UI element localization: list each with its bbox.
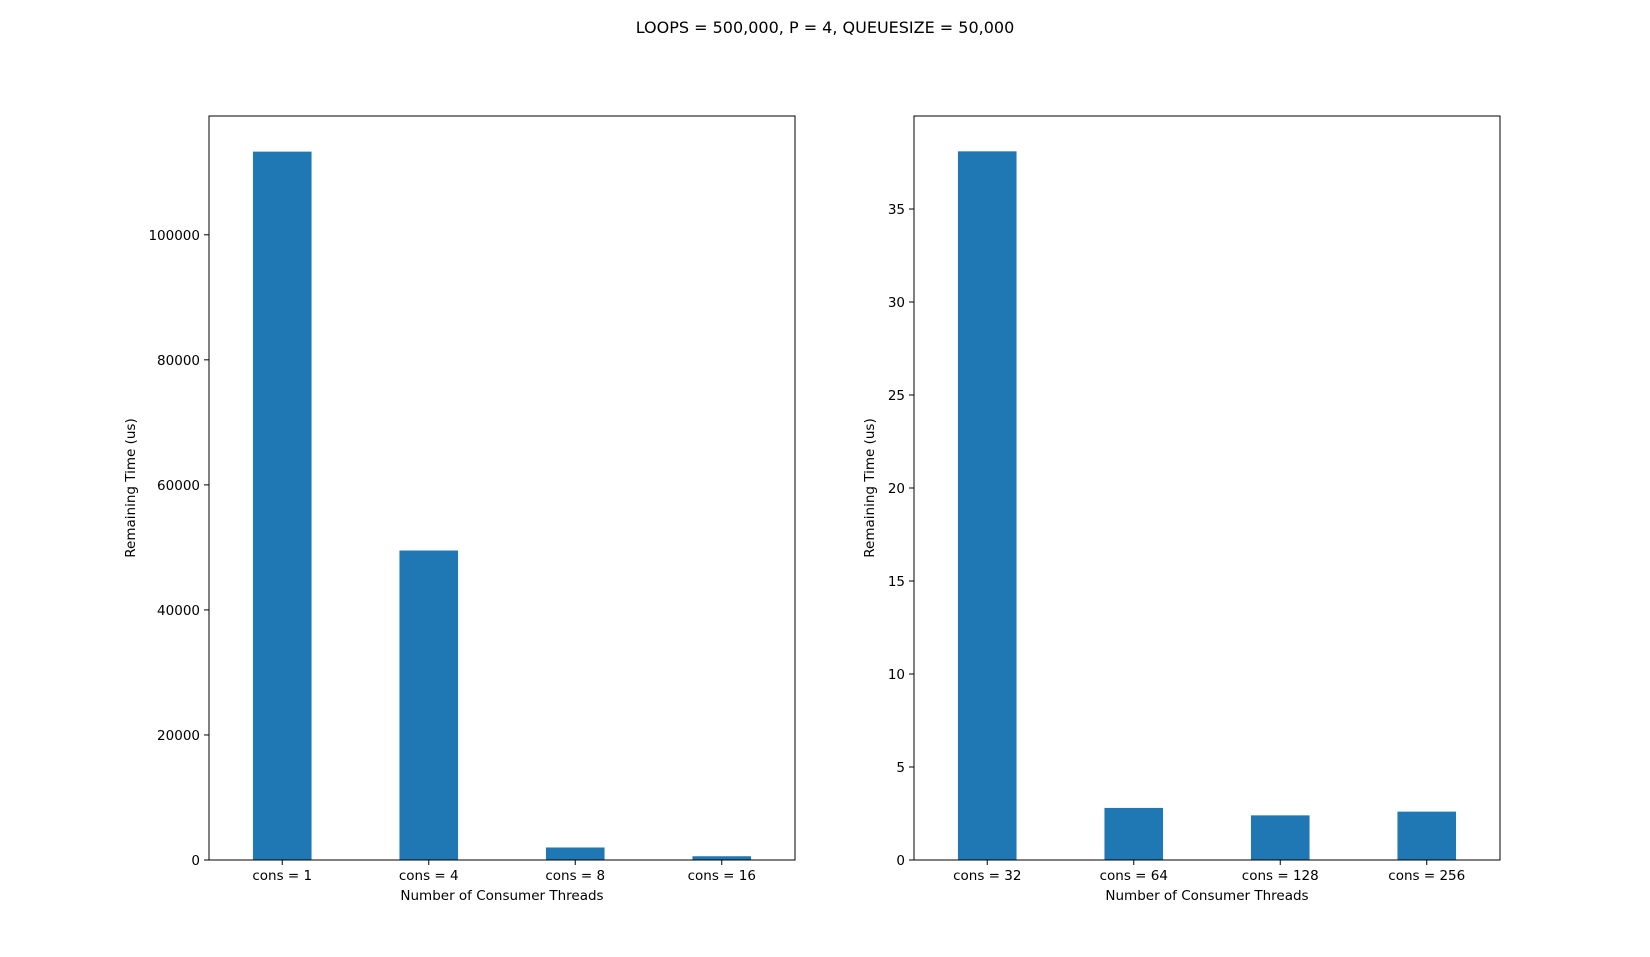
- bar: [1397, 811, 1457, 860]
- y-tick-label: 40000: [157, 603, 200, 619]
- y-axis-label: Remaining Time (us): [123, 418, 139, 557]
- x-tick-label: cons = 256: [1388, 868, 1465, 884]
- y-axis-label: Remaining Time (us): [862, 418, 878, 557]
- y-tick-label: 35: [888, 202, 905, 218]
- x-tick-label: cons = 8: [545, 868, 605, 884]
- left-bar-chart: cons = 1 cons = 4 cons = 8 cons = 16 0 20000 4…: [123, 115, 796, 904]
- y-tick-label: 60000: [157, 478, 200, 494]
- y-tick-label: 20000: [157, 728, 200, 744]
- figure-title: LOOPS = 500,000, P = 4, QUEUESIZE = 50,0…: [636, 18, 1015, 37]
- y-tick-label: 5: [896, 760, 905, 776]
- x-tick-label: cons = 32: [953, 868, 1021, 884]
- x-axis-label: Number of Consumer Threads: [400, 888, 603, 904]
- axes-frame: [208, 115, 796, 861]
- bar: [1250, 815, 1310, 860]
- x-tick-label: cons = 64: [1100, 868, 1168, 884]
- bar: [545, 847, 605, 860]
- x-tick-label: cons = 4: [399, 868, 459, 884]
- x-tick-label: cons = 16: [688, 868, 756, 884]
- y-tick-label: 30: [888, 295, 905, 311]
- x-tick-label: cons = 128: [1242, 868, 1319, 884]
- bar: [1104, 807, 1164, 860]
- x-axis-label: Number of Consumer Threads: [1105, 888, 1308, 904]
- bar: [692, 856, 752, 860]
- bar: [399, 550, 459, 860]
- y-tick-label: 10: [888, 667, 905, 683]
- y-tick-label: 15: [888, 574, 905, 590]
- bar: [252, 151, 312, 861]
- y-tick-label: 0: [191, 853, 200, 869]
- bar: [957, 151, 1017, 861]
- y-tick-label: 100000: [148, 228, 200, 244]
- y-tick-label: 25: [888, 388, 905, 404]
- x-tick-label: cons = 1: [252, 868, 312, 884]
- y-tick-label: 20: [888, 481, 905, 497]
- right-bar-chart: cons = 32 cons = 64 cons = 128 cons = 256 0 5…: [862, 115, 1501, 904]
- y-tick-label: 80000: [157, 353, 200, 369]
- y-tick-label: 0: [896, 853, 905, 869]
